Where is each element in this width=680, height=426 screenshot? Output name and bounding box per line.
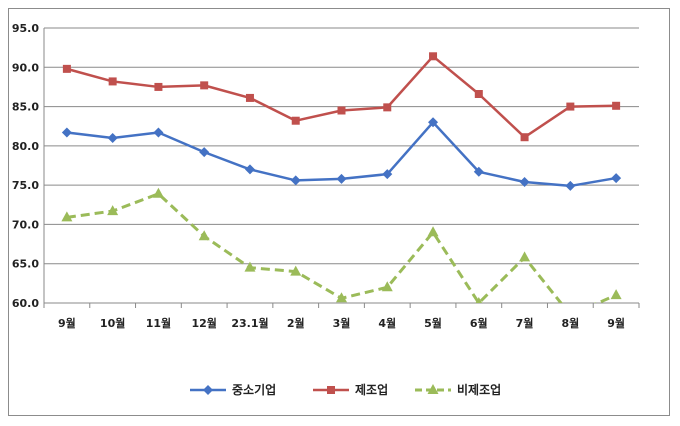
legend-marker: [427, 384, 439, 394]
data-point: [474, 90, 483, 98]
data-point: [108, 77, 117, 86]
data-point: [153, 127, 164, 138]
y-axis-ticks: 95.0 90.0 85.0 80.0 75.0 70.0 65.0 60.0: [12, 22, 39, 310]
data-point: [154, 82, 163, 91]
x-tick-label: 12월: [191, 316, 216, 330]
y-tick-label: 85.0: [12, 101, 39, 114]
data-point: [519, 251, 531, 262]
data-point: [520, 133, 529, 142]
data-point: [152, 187, 164, 198]
y-tick-label: 95.0: [12, 22, 39, 35]
data-point: [198, 230, 210, 241]
x-tick-label: 3월: [333, 316, 351, 330]
x-tick-label: 6월: [470, 316, 488, 330]
legend-marker: [203, 385, 213, 395]
data-point: [611, 173, 622, 184]
data-point: [383, 103, 392, 112]
series-line: [66, 55, 617, 139]
data-point: [336, 173, 347, 184]
legend-item: 중소기업: [190, 382, 276, 397]
x-tick-label: 8월: [561, 316, 579, 330]
legend-label: 중소기업: [232, 382, 276, 397]
legend-label: 비제조업: [457, 382, 501, 397]
x-tick-label: 10월: [100, 316, 125, 330]
data-point: [473, 166, 484, 177]
x-tick-label: 5월: [424, 316, 442, 330]
data-point: [565, 180, 576, 191]
data-point: [429, 52, 438, 61]
x-tick-label: 2월: [287, 316, 305, 330]
data-point: [61, 211, 73, 222]
data-point: [199, 147, 210, 158]
series-2: [61, 187, 622, 303]
chart-frame: [8, 8, 670, 416]
data-point: [382, 169, 393, 180]
y-tick-label: 75.0: [12, 179, 39, 192]
data-point: [612, 101, 621, 110]
data-point: [336, 292, 347, 303]
x-axis: 9월 10월 11월 12월 23.1월 2월 3월 4월 5월 6월 7월 8월 9월: [43, 303, 640, 330]
data-point: [290, 175, 301, 186]
x-tick-label: 23.1월: [231, 316, 268, 330]
data-point: [475, 297, 483, 303]
data-point: [107, 205, 119, 216]
x-tick-label: 9월: [58, 316, 76, 330]
data-point: [244, 164, 255, 175]
series-group: [61, 52, 622, 303]
data-point: [381, 281, 393, 292]
gridlines: [43, 27, 639, 304]
x-tick-label: 4월: [378, 316, 396, 330]
x-tick-label: 9월: [607, 316, 625, 330]
data-point: [245, 93, 254, 102]
series-1: [62, 52, 621, 142]
data-point: [427, 226, 439, 237]
y-tick-label: 70.0: [12, 218, 39, 231]
x-tick-label: 7월: [516, 316, 534, 330]
data-point: [428, 117, 439, 128]
y-tick-label: 80.0: [12, 140, 39, 153]
data-point: [200, 81, 209, 90]
data-point: [61, 127, 72, 138]
series-0: [61, 117, 622, 191]
data-point: [290, 265, 302, 276]
legend: 중소기업 제조업 비제조업: [190, 382, 501, 397]
legend-marker: [327, 386, 335, 394]
data-point: [610, 289, 622, 300]
data-point: [566, 102, 575, 111]
y-tick-label: 60.0: [12, 297, 39, 310]
y-tick-label: 65.0: [12, 258, 39, 271]
legend-item: 제조업: [313, 383, 388, 397]
y-tick-label: 90.0: [12, 61, 39, 74]
legend-item: 비제조업: [415, 382, 501, 397]
data-point: [337, 106, 346, 115]
data-point: [519, 177, 530, 187]
legend-label: 제조업: [355, 383, 388, 397]
data-point: [244, 261, 256, 272]
x-tick-label: 11월: [146, 316, 171, 330]
data-point: [291, 116, 300, 125]
data-point: [107, 133, 118, 143]
data-point: [62, 64, 71, 73]
